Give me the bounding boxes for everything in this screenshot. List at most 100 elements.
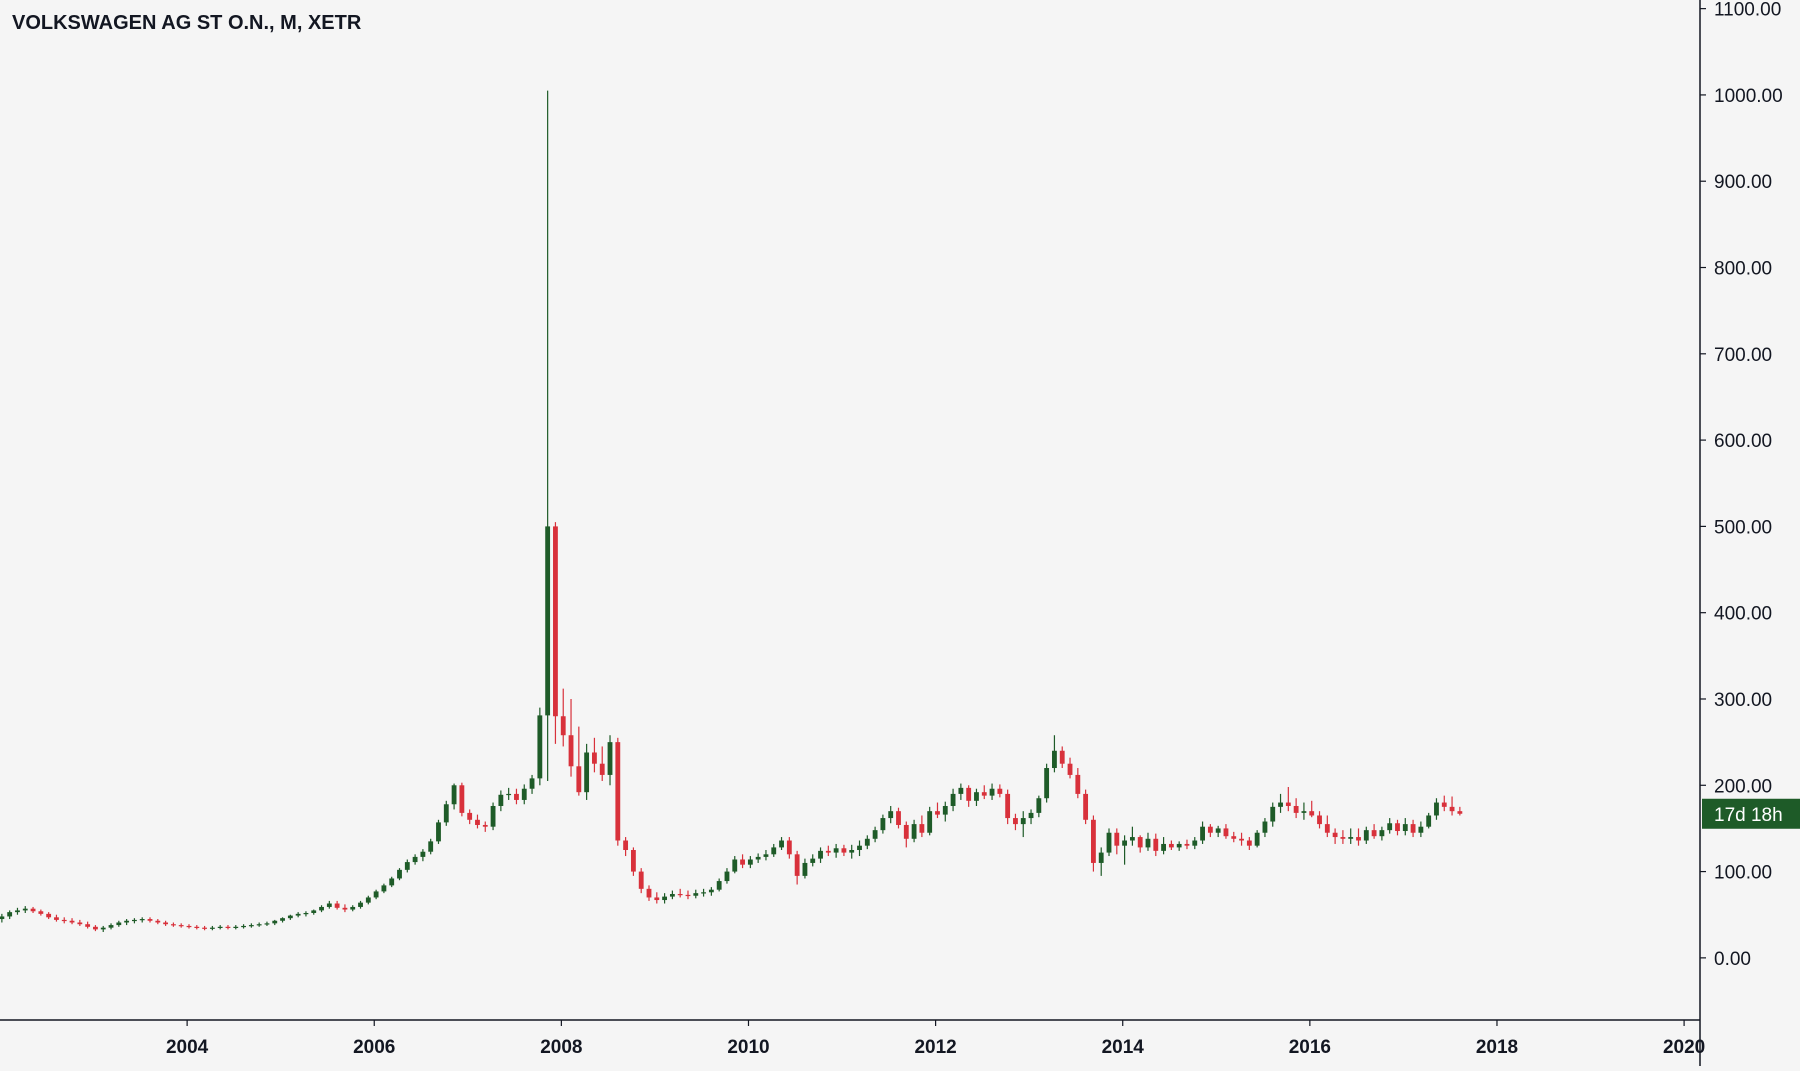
candle-body [1246,840,1252,846]
candle-body [825,850,831,853]
candle-body [810,858,816,863]
candle-body [779,840,784,848]
candle-body [467,812,473,820]
candle-body [1270,806,1276,822]
candle-body [818,850,823,859]
candle-body [22,908,28,911]
candle-body [365,897,371,903]
candle-body [248,925,254,927]
price-tick-label: 1000.00 [1714,86,1783,107]
candle-body [919,824,925,833]
candle-body [1122,840,1128,846]
candle-body [373,891,379,898]
candle-body [755,856,761,860]
candle-body [412,856,418,863]
candle-body [1161,843,1167,851]
candle-body [241,925,246,928]
candle-body [1192,840,1198,846]
candle-body [1293,805,1299,813]
candle-body [1340,837,1346,839]
candle-body [950,793,956,806]
candle-body [280,918,285,921]
candle-body [506,793,512,796]
candle-body [1262,821,1268,833]
time-axis[interactable]: 2004 2006 2008 2010 2012 2014 2016 2018 2020 [166,1020,1705,1058]
candle-body [880,818,886,831]
candle-body [272,920,278,924]
candle-body [1356,837,1361,841]
price-tick-label: 200.00 [1714,776,1772,797]
candle-body [139,919,145,921]
candle-body [46,913,52,918]
candle-body [708,889,714,893]
candle-body [685,894,691,897]
candle-body [264,923,270,925]
candle-body [615,742,621,841]
price-tick-label: 600.00 [1714,431,1772,452]
time-tick-label: 2018 [1476,1037,1518,1058]
candle-body [701,892,706,894]
candle-body [1348,837,1354,839]
candle-body [1083,793,1089,820]
candle-body [1231,836,1237,839]
candle-body [623,840,629,850]
candle-body [747,859,753,865]
candle-body [1434,802,1439,816]
price-tick-label: 400.00 [1714,604,1772,625]
candle-body [1075,774,1081,794]
candle-body [303,912,309,915]
candle-body [1441,802,1447,807]
candle-body [1129,837,1135,841]
candle-body [225,926,231,929]
price-tick-label: 900.00 [1714,172,1772,193]
candle-body [966,787,972,801]
candle-body [233,926,239,929]
time-tick-label: 2012 [914,1037,956,1058]
candle-body [857,845,862,850]
candle-body [724,871,730,882]
candle-body [1036,798,1042,813]
candle-body [942,805,948,815]
candle-body [443,804,449,823]
candle-body [1426,815,1432,827]
candle-body [786,840,792,855]
candle-body [576,766,582,793]
candle-body [1059,750,1065,764]
candle-body [1207,826,1213,833]
candle-body [178,925,184,927]
candle-body [514,793,519,800]
candle-body [1114,832,1120,846]
candle-body [1332,832,1338,838]
candle-body [529,778,535,789]
candle-body [131,919,137,922]
time-tick-label: 2016 [1289,1037,1331,1058]
candle-body [1215,828,1221,833]
candle-body [1410,824,1416,833]
candle-body [599,763,605,775]
candle-body [147,919,153,921]
candle-body [592,752,597,764]
candle-body [459,785,465,813]
candle-body [1254,832,1260,846]
candle-body [607,742,613,775]
candle-body [155,920,161,923]
candle-body [537,715,543,779]
candle-body [1449,806,1455,812]
candle-body [560,716,566,736]
candle-body [584,752,590,793]
time-tick-label: 2020 [1663,1037,1705,1058]
candle-body [186,925,192,928]
candle-body [490,805,496,827]
candle-body [1418,826,1424,833]
candle-body [1285,802,1291,806]
candle-body [436,822,441,842]
candle-body [927,811,933,833]
candle-body [287,915,293,919]
candle-body [1387,823,1393,831]
candle-body [1309,811,1315,816]
price-axis[interactable]: 1100.00 1000.00 900.00 800.00 700.00 600.00 50… [1700,0,1783,970]
candle-body [498,794,504,806]
candle-body [475,819,480,825]
